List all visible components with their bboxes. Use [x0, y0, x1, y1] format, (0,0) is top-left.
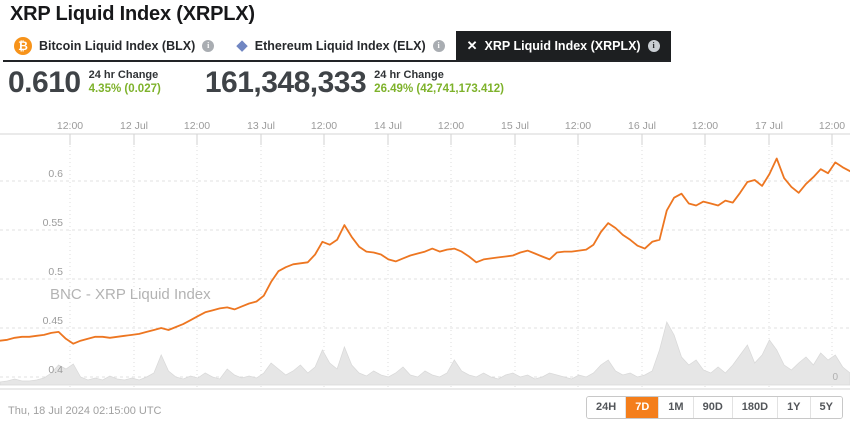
x-axis-label: 12 Jul — [120, 120, 148, 132]
bitcoin-icon: ₿ — [14, 36, 32, 55]
x-axis-label: 17 Jul — [755, 120, 783, 132]
x-axis-label: 12:00 — [57, 120, 83, 132]
volume-change-value: 26.49% (42,741,173.412) — [374, 83, 504, 95]
chart-timestamp: Thu, 18 Jul 2024 02:15:00 UTC — [8, 405, 162, 417]
ethereum-icon: ◆ — [236, 36, 248, 54]
tab-xrp-liquid-index[interactable]: ✕ XRP Liquid Index (XRPLX) i — [455, 31, 671, 60]
y-axis-label: 0.55 — [43, 217, 64, 229]
index-tabs: ₿ Bitcoin Liquid Index (BLX) i ◆ Ethereu… — [3, 31, 671, 62]
x-axis-label: 14 Jul — [374, 120, 402, 132]
range-button-7d[interactable]: 7D — [625, 397, 659, 418]
volume-value: 161,348,333 — [204, 66, 367, 99]
info-icon[interactable]: i — [202, 39, 215, 52]
range-button-1y[interactable]: 1Y — [777, 397, 810, 418]
price-change-label: 24 hr Change — [88, 69, 159, 81]
x-axis-label: 13 Jul — [247, 120, 275, 132]
chart-watermark: BNC - XRP Liquid Index — [50, 286, 211, 303]
volume-axis-zero-label: 0 — [832, 372, 838, 383]
xrp-icon: ✕ — [466, 37, 478, 53]
price-change-value: 4.35% (0.027) — [88, 83, 161, 95]
info-icon[interactable]: i — [432, 39, 445, 52]
range-selector: 24H 7D 1M 90D 180D 1Y 5Y — [586, 396, 843, 419]
info-icon[interactable]: i — [647, 39, 660, 52]
x-axis-label: 12:00 — [438, 120, 464, 132]
x-axis-label: 12:00 — [565, 120, 591, 132]
range-button-24h[interactable]: 24H — [587, 397, 626, 418]
y-axis-label: 0.6 — [48, 168, 63, 180]
page-title: XRP Liquid Index (XRPLX) — [10, 3, 255, 25]
tab-bitcoin-liquid-index[interactable]: ₿ Bitcoin Liquid Index (BLX) i — [3, 31, 226, 60]
x-axis-label: 12:00 — [692, 120, 718, 132]
price-chart[interactable]: 12:00 12 Jul 12:00 13 Jul 12:00 14 Jul 12:00 15… — [0, 112, 850, 396]
price-change-block: 24 hr Change 4.35% (0.027) — [89, 69, 161, 96]
y-axis-label: 0.4 — [48, 364, 63, 376]
stats-row: 0.610 24 hr Change 4.35% (0.027) 161,348… — [8, 66, 504, 100]
tab-ethereum-liquid-index[interactable]: ◆ Ethereum Liquid Index (ELX) i — [225, 31, 456, 60]
volume-change-label: 24 hr Change — [374, 69, 444, 81]
volume-change-block: 24 hr Change 26.49% (42,741,173.412) — [374, 69, 504, 96]
tab-label: XRP Liquid Index (XRPLX) — [484, 38, 641, 53]
price-value: 0.610 — [8, 66, 81, 99]
range-button-1m[interactable]: 1M — [658, 397, 693, 418]
range-button-90d[interactable]: 90D — [692, 397, 732, 418]
x-axis-label: 12:00 — [311, 120, 337, 132]
tab-label: Bitcoin Liquid Index (BLX) — [39, 38, 196, 53]
price-line — [0, 157, 850, 345]
tab-label: Ethereum Liquid Index (ELX) — [254, 38, 426, 53]
volume-area — [0, 321, 850, 386]
x-axis-label: 16 Jul — [628, 120, 656, 132]
range-button-5y[interactable]: 5Y — [809, 397, 842, 418]
x-axis-label: 12:00 — [184, 120, 210, 132]
x-axis-label: 12:00 — [819, 120, 845, 132]
y-axis-label: 0.45 — [43, 315, 64, 327]
x-axis-label: 15 Jul — [501, 120, 529, 132]
y-axis-label: 0.5 — [48, 266, 63, 278]
range-button-180d[interactable]: 180D — [731, 397, 778, 418]
